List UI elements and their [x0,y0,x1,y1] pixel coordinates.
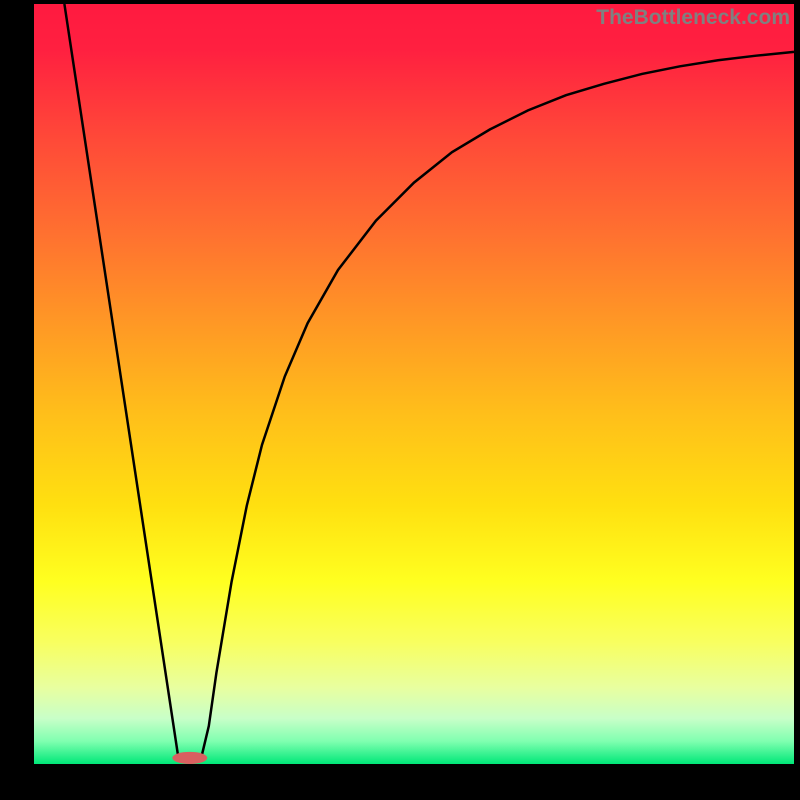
minimum-marker [172,752,207,764]
plot-background [34,4,794,764]
watermark-text: TheBottleneck.com [596,6,790,30]
chart-container: TheBottleneck.com [0,0,800,800]
chart-svg [0,0,800,800]
